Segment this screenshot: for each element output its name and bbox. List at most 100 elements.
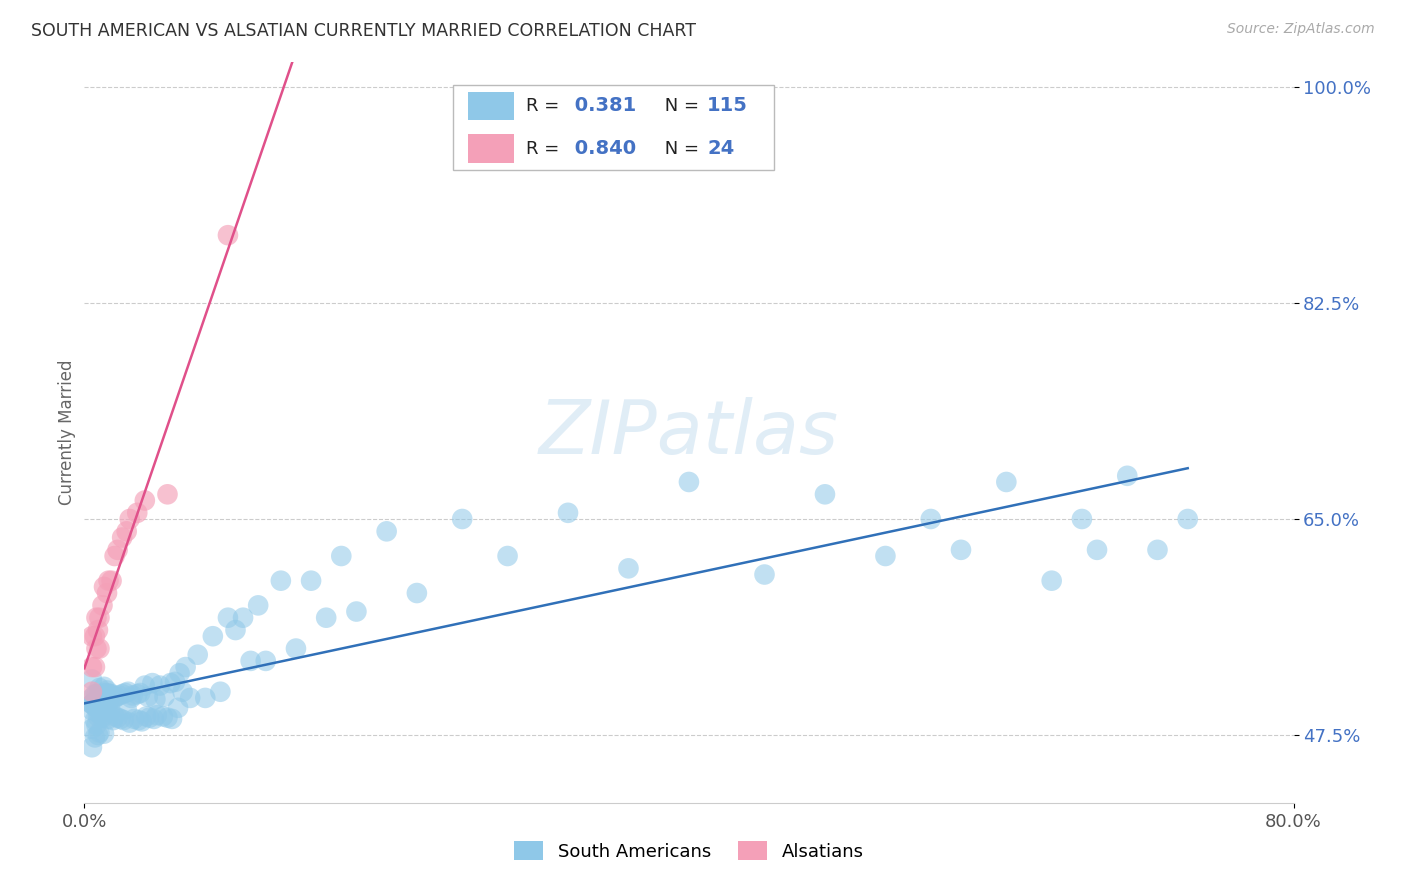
- Point: [89, 687, 111, 701]
- Point: [754, 567, 776, 582]
- Point: [131, 714, 153, 729]
- Point: [86, 700, 108, 714]
- Y-axis label: Currently Married: Currently Married: [58, 359, 76, 506]
- Point: [111, 687, 134, 701]
- Point: [995, 475, 1018, 489]
- Point: [496, 549, 519, 563]
- Point: [141, 676, 163, 690]
- Point: [232, 610, 254, 624]
- Point: [136, 690, 159, 704]
- Point: [84, 695, 107, 709]
- Point: [156, 711, 179, 725]
- Point: [138, 711, 160, 725]
- Point: [315, 611, 337, 625]
- Point: [330, 549, 353, 563]
- Point: [225, 623, 247, 637]
- Point: [98, 700, 121, 714]
- Point: [285, 641, 308, 656]
- Point: [239, 654, 262, 668]
- Point: [112, 713, 135, 727]
- Point: [91, 599, 114, 613]
- Point: [875, 549, 897, 563]
- Point: [80, 697, 103, 711]
- Point: [920, 512, 942, 526]
- Point: [127, 687, 149, 701]
- Point: [299, 574, 322, 588]
- Point: [950, 542, 973, 557]
- Bar: [468, 92, 513, 120]
- Point: [104, 549, 127, 563]
- Point: [89, 611, 111, 625]
- Point: [160, 712, 183, 726]
- Point: [97, 574, 120, 588]
- Point: [80, 740, 103, 755]
- Point: [557, 506, 579, 520]
- Point: [179, 690, 201, 705]
- Point: [451, 512, 474, 526]
- Point: [80, 673, 103, 687]
- Point: [254, 654, 277, 668]
- Point: [87, 623, 110, 637]
- Point: [108, 689, 131, 703]
- Point: [80, 629, 103, 643]
- Point: [118, 715, 141, 730]
- Text: R =: R =: [526, 139, 565, 158]
- Point: [96, 686, 118, 700]
- Point: [152, 709, 174, 723]
- Point: [617, 561, 640, 575]
- Point: [86, 695, 108, 709]
- Point: [167, 700, 190, 714]
- FancyBboxPatch shape: [453, 85, 773, 169]
- Point: [134, 493, 156, 508]
- Text: R =: R =: [526, 97, 565, 115]
- Point: [100, 574, 122, 588]
- Point: [1040, 574, 1063, 588]
- Point: [209, 685, 232, 699]
- Point: [142, 712, 165, 726]
- Point: [1116, 468, 1139, 483]
- Point: [87, 697, 110, 711]
- Point: [115, 702, 138, 716]
- Legend: South Americans, Alsatians: South Americans, Alsatians: [508, 834, 870, 868]
- Point: [201, 629, 224, 643]
- Point: [87, 709, 110, 723]
- Point: [84, 731, 107, 745]
- Point: [105, 690, 128, 704]
- Point: [87, 728, 110, 742]
- Point: [96, 586, 118, 600]
- Point: [93, 686, 115, 700]
- Point: [153, 690, 176, 704]
- Point: [84, 713, 107, 727]
- Point: [117, 685, 139, 699]
- Text: N =: N =: [659, 139, 704, 158]
- Point: [104, 709, 127, 723]
- Point: [80, 685, 103, 699]
- Point: [93, 580, 115, 594]
- Point: [84, 629, 107, 643]
- Point: [89, 641, 111, 656]
- Point: [135, 709, 157, 723]
- Point: [1146, 542, 1168, 557]
- Point: [80, 722, 103, 736]
- Point: [149, 679, 172, 693]
- Point: [97, 696, 120, 710]
- Point: [217, 228, 239, 243]
- Text: N =: N =: [659, 97, 704, 115]
- Point: [107, 542, 129, 557]
- Point: [98, 687, 121, 701]
- Point: [174, 660, 197, 674]
- Point: [156, 487, 179, 501]
- Point: [89, 681, 111, 695]
- Text: 115: 115: [707, 96, 748, 115]
- Point: [1071, 512, 1094, 526]
- Point: [1085, 542, 1108, 557]
- Point: [128, 713, 150, 727]
- Point: [93, 708, 115, 723]
- Point: [91, 690, 114, 704]
- Point: [84, 699, 107, 714]
- Point: [120, 690, 142, 705]
- Point: [86, 641, 108, 656]
- Bar: [468, 135, 513, 162]
- Point: [91, 711, 114, 725]
- Point: [194, 690, 217, 705]
